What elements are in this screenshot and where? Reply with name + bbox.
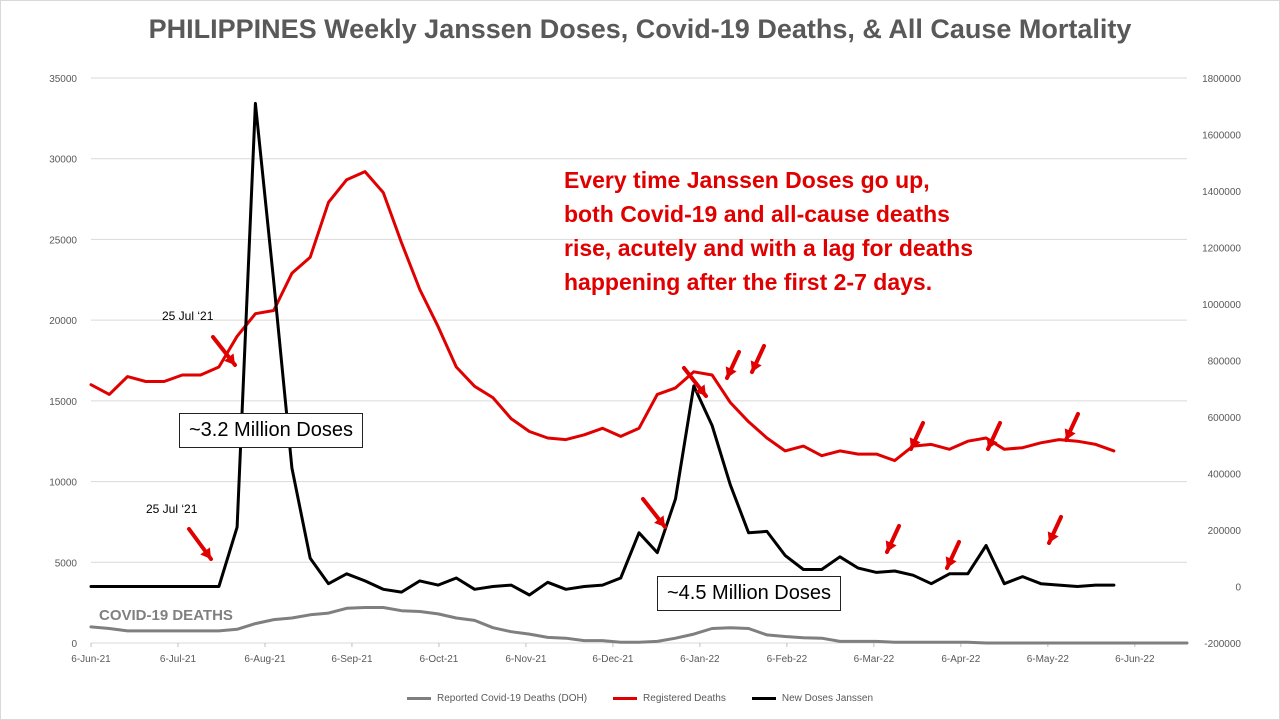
- x-tick-label: 6-Jun-21: [71, 654, 111, 665]
- arrowhead-icon: [750, 360, 762, 372]
- y-left-tick-label: 25000: [49, 235, 77, 246]
- annotation-line-2: both Covid-19 and all-cause deaths: [564, 201, 950, 227]
- axes: 0 5000 10000 15000 20000 25000 30000 35000 -2000…: [49, 74, 1241, 665]
- y-left-tick-label: 20000: [49, 316, 77, 327]
- x-tick-label: 6-Oct-21: [419, 654, 458, 665]
- legend-swatch-icon: [406, 697, 431, 700]
- series-line-1: [89, 170, 1116, 463]
- y-right-tick-label: 800000: [1208, 357, 1242, 368]
- legend-item-janssen-doses: New Doses Janssen: [751, 693, 874, 704]
- x-tick-label: 6-Jun-22: [1115, 654, 1155, 665]
- arrowhead-icon: [224, 353, 235, 365]
- y-left-tick-label: 0: [71, 639, 77, 650]
- y-left-tick-label: 5000: [55, 558, 78, 569]
- annotation-line-1: Every time Janssen Doses go up,: [564, 167, 930, 193]
- legend-swatch-icon: [613, 697, 638, 700]
- x-tick-label: 6-Aug-21: [244, 654, 286, 665]
- arrowhead-icon: [654, 515, 665, 527]
- y-right-tick-label: 1600000: [1202, 131, 1241, 142]
- arrowhead-icon: [945, 556, 957, 568]
- arrowhead-icon: [909, 437, 921, 449]
- annotation-line-4: happening after the first 2-7 days.: [564, 269, 933, 295]
- y-right-tick-label: -200000: [1204, 639, 1241, 650]
- chart-title: PHILIPPINES Weekly Janssen Doses, Covid-…: [148, 14, 1132, 44]
- arrowhead-icon: [725, 366, 737, 378]
- x-tick-label: 6-Dec-21: [592, 654, 634, 665]
- x-tick-label: 6-Sep-21: [331, 654, 373, 665]
- covid-deaths-label: COVID-19 DEATHS: [99, 607, 233, 624]
- y-left-tick-label: 30000: [49, 155, 77, 166]
- x-tick-label: 6-Jul-21: [160, 654, 197, 665]
- arrowhead-icon: [1064, 428, 1076, 440]
- x-tick-label: 6-Jan-22: [680, 654, 720, 665]
- x-tick-label: 6-Feb-22: [767, 654, 808, 665]
- y-right-tick-label: 1000000: [1202, 300, 1241, 311]
- annotation-line-3: rise, acutely and with a lag for deaths: [564, 235, 974, 261]
- annotation-arrows: [187, 335, 1080, 570]
- x-tick-label: 6-May-22: [1027, 654, 1070, 665]
- y-right-tick-label: 1200000: [1202, 244, 1241, 255]
- arrowhead-icon: [1047, 531, 1059, 543]
- legend-item-registered-deaths: Registered Deaths: [613, 693, 726, 704]
- x-tick-label: 6-Nov-21: [505, 654, 547, 665]
- arrowhead-icon: [695, 384, 706, 396]
- y-right-tick-label: 600000: [1208, 413, 1242, 424]
- arrowhead-icon: [200, 547, 211, 559]
- arrowhead-icon: [986, 437, 998, 449]
- arrowhead-icon: [885, 540, 897, 552]
- legend: Reported Covid-19 Deaths (DOH) Registere…: [0, 693, 1280, 704]
- legend-label: New Doses Janssen: [781, 693, 874, 704]
- y-right-tick-label: 400000: [1208, 470, 1242, 481]
- y-left-tick-label: 35000: [49, 74, 77, 85]
- date-label-lower: 25 Jul ‘21: [146, 502, 198, 516]
- annotation-text: Every time Janssen Doses go up, both Cov…: [564, 163, 1084, 299]
- x-tick-label: 6-Mar-22: [854, 654, 895, 665]
- legend-label: Reported Covid-19 Deaths (DOH): [436, 693, 588, 704]
- series-line-2: [89, 101, 1116, 597]
- legend-item-covid-deaths: Reported Covid-19 Deaths (DOH): [406, 693, 588, 704]
- y-left-tick-label: 10000: [49, 478, 77, 489]
- y-right-tick-label: 200000: [1208, 526, 1242, 537]
- x-tick-label: 6-Apr-22: [941, 654, 980, 665]
- y-right-tick-label: 1400000: [1202, 187, 1241, 198]
- date-label-upper: 25 Jul ‘21: [162, 309, 214, 323]
- callout-janssen-peak-2: ~4.5 Million Doses: [657, 576, 841, 611]
- y-left-tick-label: 15000: [49, 397, 77, 408]
- y-right-tick-label: 1800000: [1202, 74, 1241, 85]
- y-right-tick-label: 0: [1235, 583, 1241, 594]
- legend-label: Registered Deaths: [643, 693, 726, 704]
- callout-janssen-peak-1: ~3.2 Million Doses: [179, 413, 363, 448]
- series-line-0: [89, 606, 1189, 645]
- legend-swatch-icon: [751, 697, 776, 700]
- series-lines: [89, 101, 1189, 645]
